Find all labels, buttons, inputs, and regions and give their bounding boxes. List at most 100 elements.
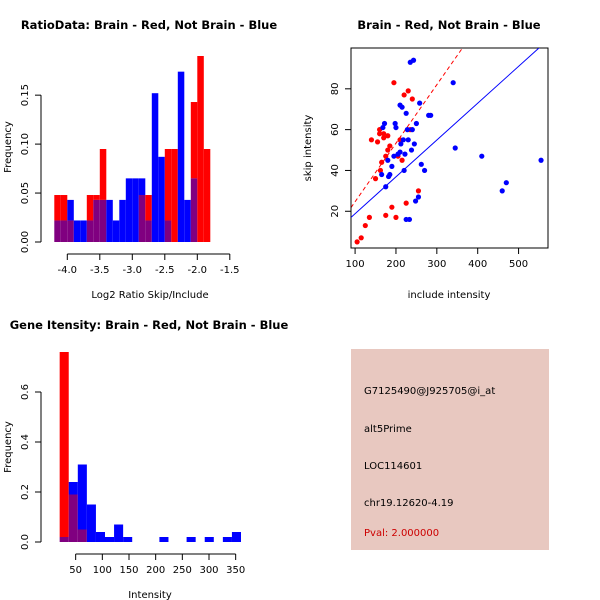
scatter-point-not-brain xyxy=(411,141,417,147)
ratio-bar-not-brain xyxy=(112,220,120,242)
scatter-point-not-brain xyxy=(415,194,422,200)
ratio-bar-brain xyxy=(93,195,100,200)
ratio-histogram: RatioData: Brain - Red, Not Brain - Blue… xyxy=(3,18,277,301)
scatter-point-not-brain xyxy=(391,153,397,159)
gene-x-tick-label: 200 xyxy=(146,565,165,576)
ratio-bar-brain xyxy=(171,149,178,242)
gene-bar-overlap xyxy=(77,529,87,542)
ratio-bar-brain xyxy=(60,195,68,221)
gene-y-tick-label: 0.0 xyxy=(20,534,31,550)
scatter-y-tick-label: 40 xyxy=(330,164,341,177)
scatter-point-not-brain xyxy=(401,167,407,174)
gene-y-tick-label: 0.2 xyxy=(20,484,31,500)
ratio-x-tick-label: -1.5 xyxy=(220,265,240,276)
scatter-point-not-brain xyxy=(409,127,415,133)
event-type: alt5Prime xyxy=(364,424,412,435)
ratio-bar-overlap xyxy=(93,199,100,242)
scatter-point-brain xyxy=(358,235,364,241)
gene-y-tick-label: 0.6 xyxy=(20,384,31,400)
scatter-point-brain xyxy=(368,137,375,143)
scatter-point-brain xyxy=(383,153,389,159)
scatter-y-tick-label: 20 xyxy=(330,205,341,218)
scatter-point-brain xyxy=(379,159,385,165)
gene-intensity-histogram: Gene Itensity: Brain - Red, Not Brain - … xyxy=(3,318,288,600)
probe-id: G7125490@J925705@i_at xyxy=(364,386,496,397)
gene-x-tick-label: 100 xyxy=(93,565,112,576)
scatter-point-not-brain xyxy=(389,163,395,169)
ratio-bar-not-brain xyxy=(119,199,126,242)
ratio-bar-brain xyxy=(86,195,94,221)
gene-bar-not-brain xyxy=(95,532,105,542)
gene-x-tick-label: 50 xyxy=(69,565,82,576)
ratio-bar-overlap xyxy=(67,220,74,242)
scatter-point-brain xyxy=(377,131,383,137)
ratio-x-tick-label: -3.0 xyxy=(123,265,143,276)
ratio-x-tick-label: -2.0 xyxy=(188,265,208,276)
scatter-point-not-brain xyxy=(400,137,406,143)
gene-intensity-title: Gene Itensity: Brain - Red, Not Brain - … xyxy=(10,318,289,332)
scatter-point-brain xyxy=(409,96,415,102)
ratio-bar-not-brain xyxy=(106,199,113,242)
scatter-point-brain xyxy=(381,131,387,137)
scatter-point-not-brain xyxy=(408,147,415,153)
scatter-point-brain xyxy=(381,135,387,141)
scatter-point-brain xyxy=(405,88,411,94)
scatter-y-tick-label: 60 xyxy=(330,123,341,136)
ratio-y-tick-label: 0.15 xyxy=(20,84,31,106)
gene-bar-not-brain xyxy=(231,532,241,542)
scatter-point-not-brain xyxy=(406,216,413,223)
ratio-bar-not-brain xyxy=(73,220,81,242)
ratio-bar-not-brain xyxy=(184,199,191,242)
ratio-bar-brain xyxy=(197,56,204,242)
scatter-plot-box xyxy=(350,47,549,249)
scatter-x-tick-label: 100 xyxy=(346,259,365,270)
scatter-fit-lines xyxy=(351,48,540,218)
ratio-bar-brain xyxy=(145,195,152,221)
ratio-bar-not-brain xyxy=(158,156,165,242)
scatter-point-brain xyxy=(385,147,391,153)
p-value: Pval: 2.000000 xyxy=(364,528,440,539)
scatter-point-not-brain xyxy=(385,157,391,163)
fit-line-red xyxy=(351,48,464,208)
intensity-scatter-ylabel: skip intensity xyxy=(303,115,314,182)
scatter-point-not-brain xyxy=(399,104,405,110)
scatter-point-not-brain xyxy=(379,171,385,178)
locus: chr19.12620-4.19 xyxy=(364,498,454,509)
scatter-point-not-brain xyxy=(381,120,388,127)
ratio-x-tick-label: -2.5 xyxy=(155,265,175,276)
gene-bar-overlap xyxy=(68,494,78,542)
scatter-point-not-brain xyxy=(428,112,434,118)
scatter-point-not-brain xyxy=(410,57,417,63)
scatter-point-not-brain xyxy=(392,120,398,127)
gene-bar-overlap xyxy=(59,537,69,542)
scatter-point-brain xyxy=(389,204,395,210)
gene-bar-not-brain xyxy=(105,537,115,542)
intensity-scatter: Brain - Red, Not Brain - Blue 100 200 300 4… xyxy=(303,18,549,301)
scatter-point-not-brain xyxy=(397,149,403,155)
ratio-histogram-ylabel: Frequency xyxy=(3,121,14,173)
scatter-point-brain xyxy=(393,214,399,220)
gene-intensity-xlabel: Intensity xyxy=(128,590,172,600)
scatter-point-not-brain xyxy=(413,120,419,127)
scatter-point-brain xyxy=(403,200,409,206)
gene-intensity-axes: 50 100 150 200 250 300 350 0.0 0.2 0.4 0.6 xyxy=(20,384,245,576)
scatter-point-not-brain xyxy=(452,145,458,151)
ratio-bar-brain xyxy=(203,149,211,242)
gene-bar-not-brain xyxy=(123,537,133,542)
gene-name: LOC114601 xyxy=(364,461,423,472)
scatter-point-not-brain xyxy=(383,184,389,190)
gene-intensity-ylabel: Frequency xyxy=(3,421,14,473)
intensity-scatter-xlabel: include intensity xyxy=(408,290,491,301)
ratio-histogram-title: RatioData: Brain - Red, Not Brain - Blue xyxy=(21,18,278,32)
scatter-point-not-brain xyxy=(403,110,409,116)
scatter-point-brain xyxy=(354,239,360,245)
gene-x-tick-label: 150 xyxy=(119,565,138,576)
ratio-bar-not-brain xyxy=(132,178,139,242)
scatter-point-not-brain xyxy=(404,127,411,133)
ratio-bar-brain xyxy=(190,102,198,179)
ratio-x-tick-label: -4.0 xyxy=(58,265,78,276)
ratio-bar-brain xyxy=(54,195,61,221)
ratio-bar-overlap xyxy=(138,195,146,242)
scatter-points xyxy=(354,57,544,245)
